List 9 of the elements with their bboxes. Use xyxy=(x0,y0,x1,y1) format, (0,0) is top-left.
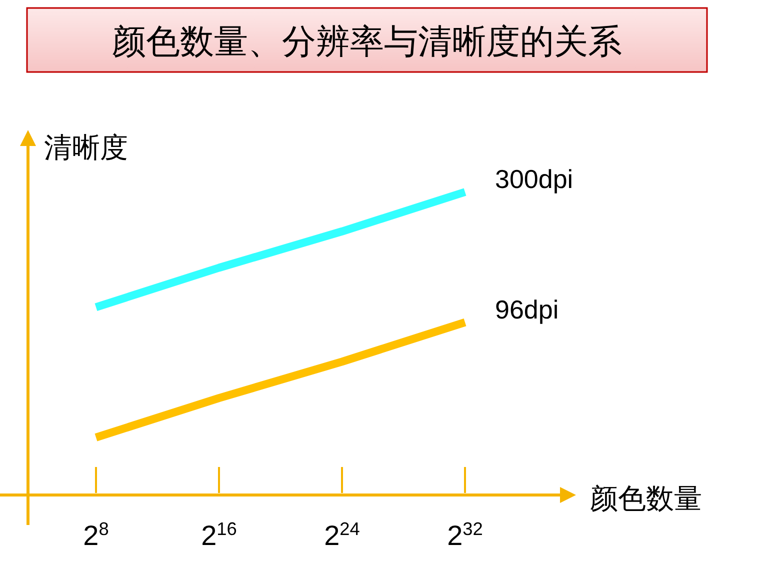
x-tick-label: 2$^{16}$ xyxy=(201,519,237,551)
y-axis-title: 清晰度 xyxy=(44,132,128,163)
series-label: 300dpi xyxy=(495,164,574,194)
x-tick-label: 2$^{24}$ xyxy=(324,519,360,551)
x-tick-label: 2$^{8}$ xyxy=(83,519,109,551)
x-axis-title: 颜色数量 xyxy=(590,483,702,514)
x-tick-label: 2$^{32}$ xyxy=(447,519,483,551)
chart-title: 颜色数量、分辨率与清晰度的关系 xyxy=(112,23,622,61)
series-label: 96dpi xyxy=(495,294,559,324)
